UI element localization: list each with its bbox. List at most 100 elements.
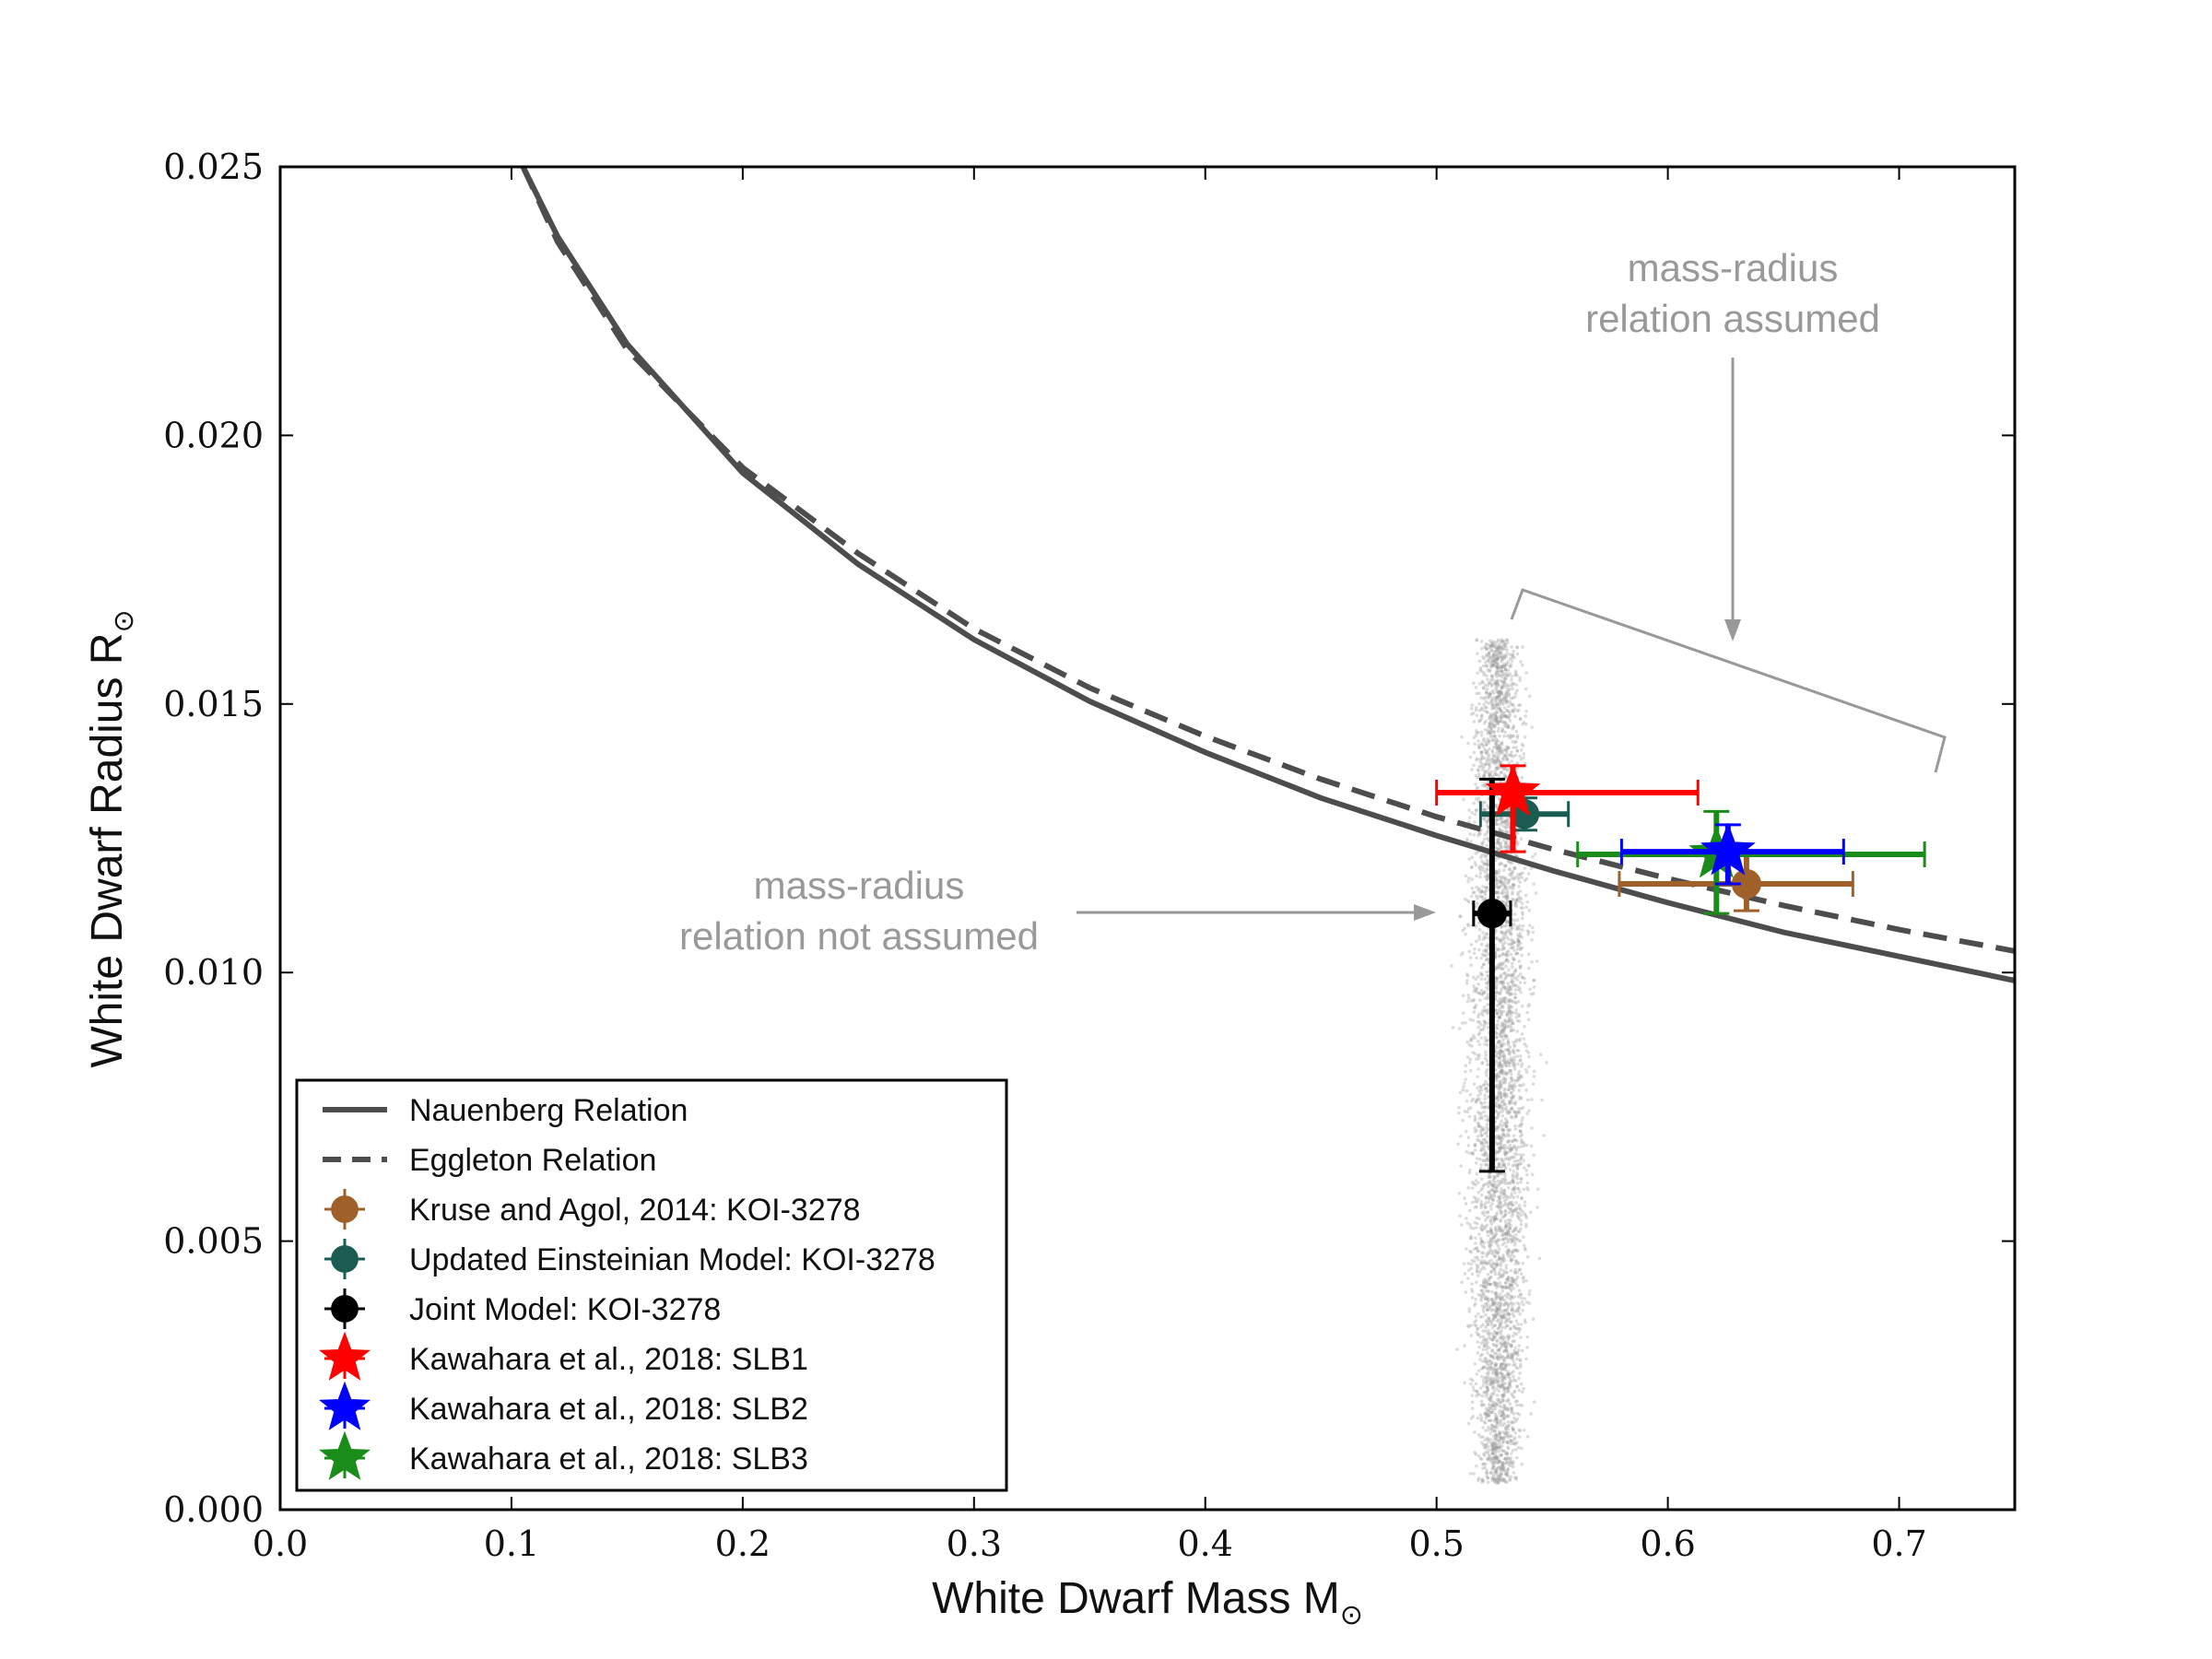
posterior-sample-point [1496, 839, 1500, 842]
posterior-sample-point [1489, 1265, 1493, 1268]
posterior-sample-point [1514, 1448, 1518, 1452]
posterior-sample-point [1495, 882, 1500, 887]
posterior-sample-point [1485, 690, 1488, 695]
posterior-sample-point [1509, 1259, 1513, 1263]
posterior-sample-point [1489, 684, 1494, 688]
posterior-sample-point [1483, 854, 1488, 859]
posterior-sample-point [1477, 1191, 1480, 1194]
posterior-sample-point [1504, 1244, 1508, 1249]
posterior-sample-point [1506, 982, 1510, 985]
posterior-sample-point [1469, 1324, 1474, 1327]
posterior-sample-point [1504, 1194, 1508, 1198]
posterior-sample-point [1519, 1140, 1524, 1145]
posterior-sample-point [1492, 1335, 1497, 1339]
posterior-sample-point [1489, 1471, 1493, 1475]
posterior-sample-point [1498, 1086, 1502, 1090]
posterior-sample-point [1504, 1092, 1509, 1096]
posterior-sample-point [1503, 864, 1507, 868]
posterior-sample-point [1519, 1107, 1524, 1111]
x-tick-label: 0.5 [1408, 1524, 1464, 1564]
posterior-sample-point [1500, 1464, 1505, 1467]
posterior-sample-point [1485, 1305, 1488, 1309]
posterior-sample-point [1484, 1070, 1488, 1075]
posterior-sample-point [1488, 714, 1492, 718]
posterior-sample-point [1488, 1181, 1492, 1185]
posterior-sample-point [1472, 951, 1477, 956]
posterior-sample-point [1469, 1417, 1474, 1420]
posterior-sample-point [1485, 1262, 1489, 1265]
posterior-sample-point [1527, 924, 1532, 927]
posterior-sample-point [1516, 876, 1521, 879]
posterior-sample-point [1481, 1261, 1486, 1265]
posterior-sample-point [1473, 1255, 1477, 1260]
posterior-sample-point [1495, 1294, 1500, 1298]
posterior-sample-point [1505, 1452, 1509, 1455]
posterior-sample-point [1500, 1398, 1505, 1403]
posterior-sample-point [1473, 1320, 1477, 1324]
posterior-sample-point [1479, 1101, 1484, 1106]
posterior-sample-point [1506, 1334, 1511, 1337]
posterior-sample-point [1495, 1338, 1500, 1343]
posterior-sample-point [1505, 920, 1510, 924]
posterior-sample-point [1511, 1078, 1515, 1082]
posterior-sample-point [1483, 1100, 1487, 1105]
posterior-sample-point [1513, 988, 1518, 992]
posterior-sample-point [1512, 1254, 1516, 1259]
posterior-sample-point [1526, 930, 1531, 934]
posterior-sample-point [1506, 878, 1510, 882]
posterior-sample-point [1484, 1416, 1488, 1420]
posterior-sample-point [1521, 645, 1524, 649]
posterior-sample-point [1501, 1133, 1506, 1137]
posterior-sample-point [1488, 1367, 1493, 1371]
posterior-sample-point [1500, 1242, 1505, 1247]
posterior-sample-point [1478, 865, 1482, 868]
posterior-sample-point [1501, 1468, 1506, 1473]
posterior-sample-point [1486, 1128, 1489, 1132]
posterior-sample-point [1517, 1413, 1522, 1417]
legend-label: Nauenberg Relation [409, 1093, 688, 1128]
posterior-sample-point [1485, 1308, 1489, 1312]
posterior-sample-point [1525, 1070, 1529, 1075]
posterior-sample-point [1501, 1463, 1505, 1467]
posterior-sample-point [1494, 1233, 1498, 1237]
posterior-sample-point [1474, 708, 1478, 712]
posterior-sample-point [1498, 965, 1501, 969]
posterior-sample-point [1510, 1439, 1513, 1443]
posterior-sample-point [1499, 1083, 1503, 1087]
posterior-sample-point [1495, 646, 1500, 650]
posterior-sample-point [1511, 1175, 1515, 1179]
posterior-sample-point [1512, 707, 1517, 711]
posterior-sample-point [1498, 980, 1501, 984]
posterior-sample-point [1487, 1445, 1490, 1449]
posterior-sample-point [1513, 1431, 1518, 1435]
posterior-sample-point [1512, 1011, 1515, 1015]
posterior-sample-point [1502, 1181, 1506, 1185]
posterior-sample-point [1489, 1237, 1494, 1241]
posterior-sample-point [1512, 1339, 1516, 1343]
posterior-sample-point [1475, 757, 1479, 760]
posterior-sample-point [1486, 996, 1490, 1001]
posterior-sample-point [1500, 1372, 1504, 1376]
posterior-sample-point [1485, 687, 1489, 690]
posterior-sample-point [1520, 935, 1524, 939]
posterior-sample-point [1492, 1254, 1497, 1259]
posterior-sample-point [1472, 1033, 1476, 1038]
posterior-sample-point [1475, 786, 1478, 791]
posterior-sample-point [1479, 717, 1484, 721]
posterior-sample-point [1480, 1480, 1484, 1484]
x-axis-title-subscript: ⊙ [1340, 1600, 1363, 1630]
posterior-sample-point [1514, 900, 1518, 905]
posterior-sample-point [1510, 1379, 1513, 1383]
posterior-sample-point [1517, 1428, 1522, 1432]
posterior-sample-point [1500, 1375, 1504, 1379]
posterior-sample-point [1485, 1389, 1489, 1394]
posterior-sample-point [1517, 1111, 1522, 1114]
posterior-sample-point [1484, 664, 1488, 668]
posterior-sample-point [1493, 1215, 1497, 1219]
posterior-sample-point [1513, 1137, 1517, 1142]
posterior-sample-point [1515, 734, 1520, 738]
posterior-sample-point [1500, 657, 1504, 661]
posterior-sample-point [1500, 1329, 1503, 1333]
posterior-sample-point [1506, 723, 1510, 727]
posterior-sample-point [1527, 694, 1532, 699]
